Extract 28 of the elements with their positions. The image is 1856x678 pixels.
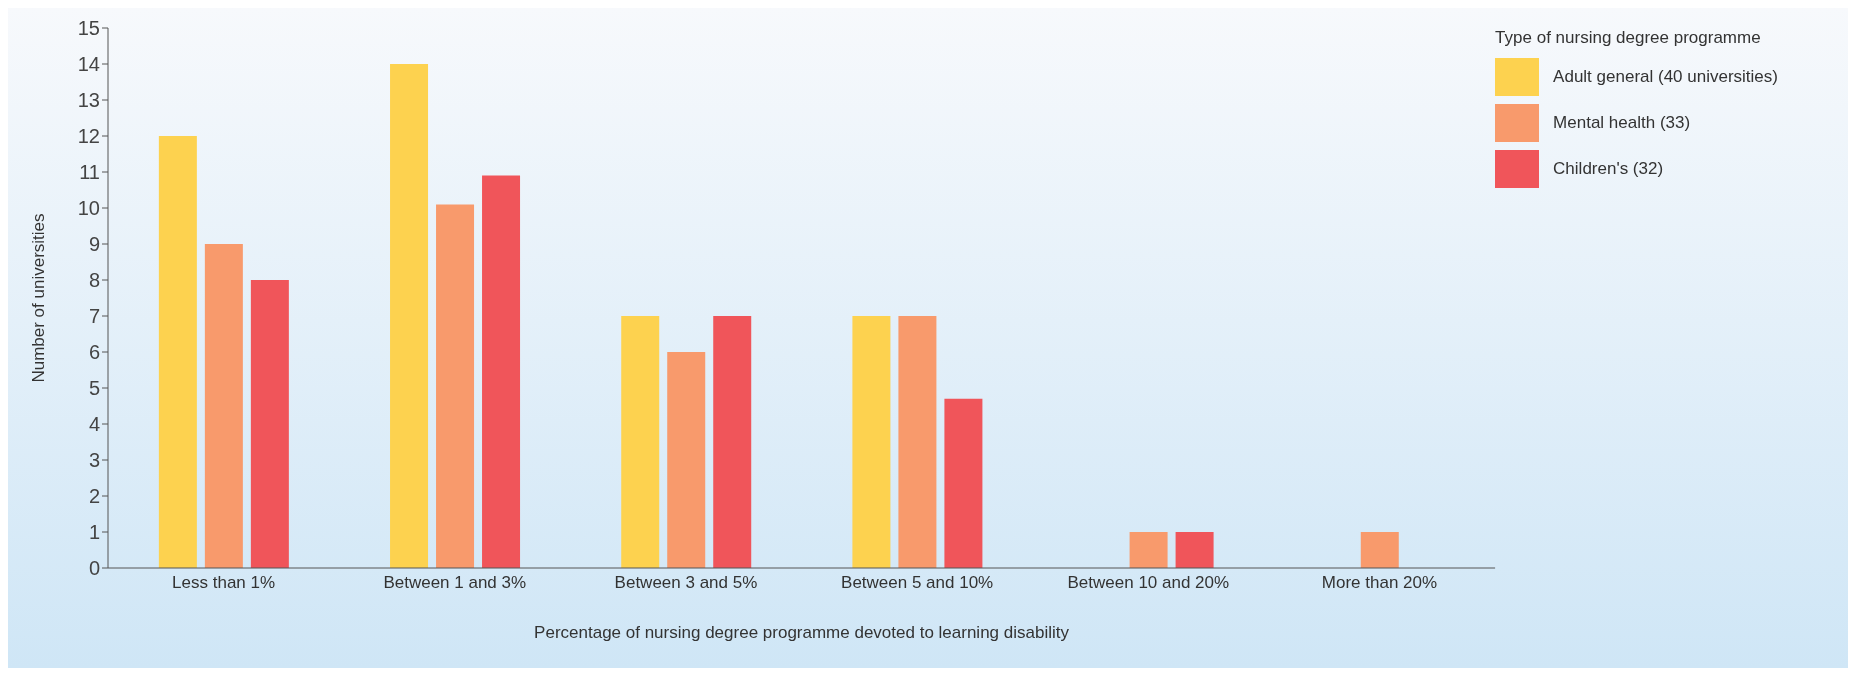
x-axis-title: Percentage of nursing degree programme devoted to learning disability — [534, 623, 1070, 642]
y-tick-label: 4 — [88, 413, 100, 436]
x-tick-label: Less than 1% — [172, 573, 276, 593]
y-tick-label: 10 — [77, 197, 100, 220]
legend-title: Type of nursing degree programme — [1495, 28, 1762, 48]
y-tick-label: 5 — [88, 377, 100, 400]
y-tick-label: 15 — [77, 17, 100, 40]
x-tick-label: Between 3 and 5% — [614, 573, 758, 593]
y-tick-label: 13 — [77, 89, 100, 112]
y-tick-label: 9 — [88, 233, 100, 256]
x-tick-label: More than 20% — [1321, 573, 1438, 593]
y-tick-label: 3 — [88, 449, 100, 472]
y-tick-label: 12 — [77, 125, 100, 148]
y-tick-label: 11 — [79, 161, 100, 184]
y-tick-label: 0 — [88, 557, 100, 580]
y-tick-label: 14 — [77, 53, 100, 76]
y-tick-label: 7 — [88, 305, 100, 328]
y-tick-label: 6 — [88, 341, 100, 364]
legend-label: Children's (32) — [1553, 159, 1664, 179]
y-tick-label: 8 — [88, 269, 100, 292]
x-tick-label: Between 1 and 3% — [383, 573, 527, 593]
y-tick-label: 2 — [88, 485, 100, 508]
x-tick-label: Between 5 and 10% — [841, 573, 994, 593]
legend-label: Adult general (40 universities) — [1553, 67, 1778, 87]
x-tick-label: Between 10 and 20% — [1067, 573, 1230, 593]
legend-label: Mental health (33) — [1553, 113, 1691, 133]
y-axis-title: Number of universities — [29, 213, 49, 383]
y-tick-label: 1 — [88, 521, 100, 544]
